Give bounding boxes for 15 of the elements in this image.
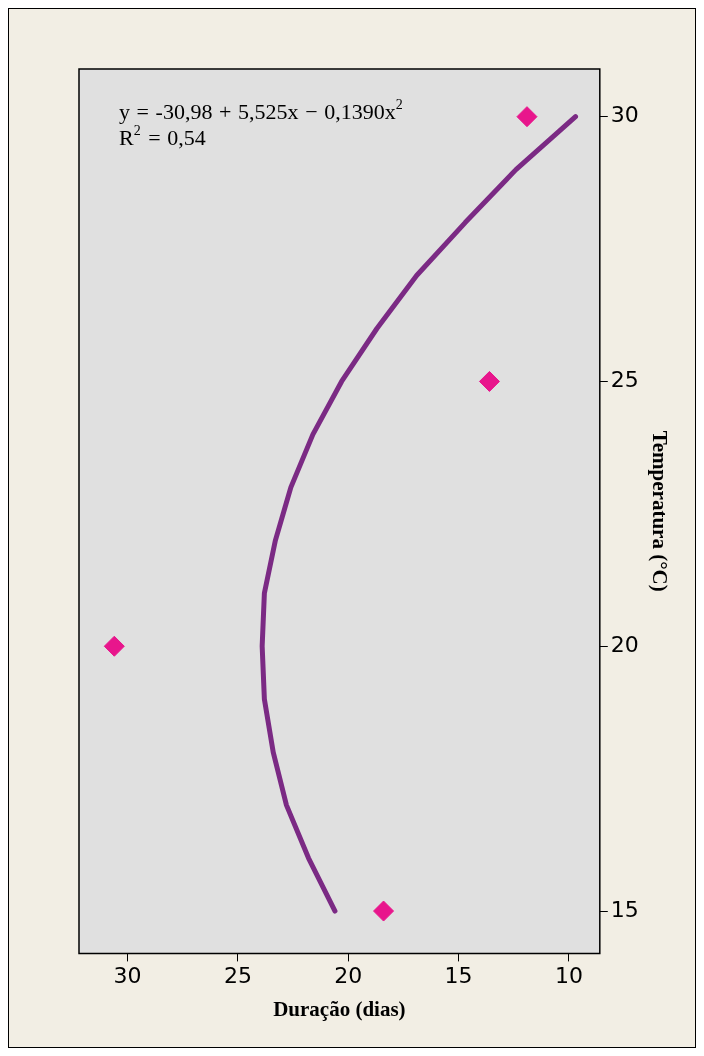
x-axis-title: Duração (dias) — [273, 996, 406, 1021]
y2-tick-label: 30 — [610, 102, 639, 128]
y2-tick-label: 25 — [610, 367, 639, 393]
x-tick-label: 10 — [554, 963, 583, 989]
x-tick-label: 15 — [444, 963, 473, 989]
point — [103, 635, 125, 657]
y2-axis-title: Temperatura (°C) — [647, 430, 672, 592]
x-tick-label: 25 — [223, 963, 252, 989]
point — [373, 900, 395, 922]
y2-tick-label: 15 — [610, 896, 639, 922]
point — [478, 370, 500, 392]
point — [516, 106, 538, 128]
y2-tick-label: 20 — [610, 631, 639, 657]
x-tick-label: 20 — [334, 963, 363, 989]
x-tick-label: 30 — [113, 963, 142, 989]
